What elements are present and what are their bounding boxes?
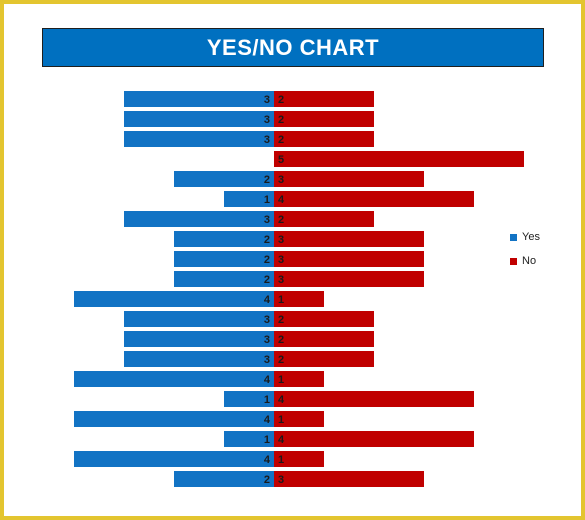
legend-swatch-yes: [510, 233, 517, 241]
bar-yes: [174, 251, 274, 267]
bar-yes: [174, 231, 274, 247]
bar-no: [274, 251, 424, 267]
bar-yes: [124, 111, 274, 127]
data-label-yes: 1: [264, 194, 270, 206]
bar-yes: [124, 131, 274, 147]
data-label-yes: 3: [264, 114, 270, 126]
bar-yes: [124, 351, 274, 367]
data-label-yes: 4: [264, 294, 271, 306]
data-label-no: 3: [278, 474, 284, 486]
bar-no: [274, 371, 324, 387]
bar-yes: [174, 471, 274, 487]
data-label-no: 2: [278, 314, 284, 326]
legend-item-no: No: [510, 255, 540, 267]
data-label-no: 2: [278, 114, 284, 126]
legend-swatch-no: [510, 257, 517, 265]
bar-no: [274, 431, 474, 447]
data-label-no: 1: [278, 414, 284, 426]
data-label-yes: 2: [264, 254, 270, 266]
data-label-no: 2: [278, 94, 284, 106]
bar-yes: [224, 391, 274, 407]
data-label-yes: 3: [264, 334, 270, 346]
bar-yes: [224, 431, 274, 447]
bar-yes: [124, 331, 274, 347]
bar-yes: [124, 311, 274, 327]
bar-yes: [174, 171, 274, 187]
bar-no: [274, 91, 374, 107]
data-label-yes: 2: [264, 174, 270, 186]
bar-no: [274, 271, 424, 287]
data-label-yes: 1: [264, 394, 270, 406]
data-label-no: 3: [278, 174, 284, 186]
bar-chart: 3 23 23 252 31 43 22 32 32 34 13 23 23 24 11 44 11 44 12 3: [74, 91, 524, 487]
bar-no: [274, 331, 374, 347]
title-band: YES/NO CHART: [42, 28, 544, 67]
bar-no: [274, 191, 474, 207]
bar-yes: [74, 411, 274, 427]
bar-no: [274, 451, 324, 467]
data-label-no: 4: [278, 394, 285, 406]
data-label-yes: 4: [264, 454, 271, 466]
data-label-no: 4: [278, 434, 285, 446]
bar-yes: [74, 451, 274, 467]
bar-no: [274, 211, 374, 227]
legend-item-yes: Yes: [510, 231, 540, 243]
data-label-no: 2: [278, 354, 284, 366]
legend: Yes No: [510, 231, 540, 279]
bar-yes: [124, 91, 274, 107]
bar-yes: [74, 371, 274, 387]
bar-yes: [74, 291, 274, 307]
bar-no: [274, 111, 374, 127]
bar-no: [274, 131, 374, 147]
data-label-yes: 1: [264, 434, 270, 446]
bar-no: [274, 291, 324, 307]
data-label-yes: 2: [264, 274, 270, 286]
data-label-no: 5: [278, 154, 284, 166]
data-label-no: 3: [278, 254, 284, 266]
bar-no: [274, 171, 424, 187]
data-label-no: 4: [278, 194, 285, 206]
chart-title: YES/NO CHART: [206, 34, 380, 60]
data-label-yes: 3: [264, 214, 270, 226]
bar-yes: [174, 271, 274, 287]
data-label-no: 2: [278, 214, 284, 226]
data-label-no: 1: [278, 294, 284, 306]
bar-no: [274, 351, 374, 367]
bar-no: [274, 471, 424, 487]
data-label-no: 1: [278, 374, 284, 386]
legend-label-yes: Yes: [522, 231, 540, 243]
bar-yes: [124, 211, 274, 227]
data-label-no: 3: [278, 274, 284, 286]
bar-no: [274, 391, 474, 407]
bar-yes: [224, 191, 274, 207]
data-label-yes: 3: [264, 354, 270, 366]
legend-label-no: No: [522, 255, 537, 267]
data-label-yes: 2: [264, 234, 270, 246]
data-label-yes: 2: [264, 474, 270, 486]
data-label-no: 2: [278, 134, 284, 146]
data-label-no: 3: [278, 234, 284, 246]
data-label-yes: 4: [264, 414, 271, 426]
bar-no: [274, 411, 324, 427]
bar-no: [274, 151, 524, 167]
bar-no: [274, 311, 374, 327]
data-label-yes: 3: [264, 94, 270, 106]
data-label-no: 2: [278, 334, 284, 346]
data-label-no: 1: [278, 454, 284, 466]
bar-no: [274, 231, 424, 247]
data-label-yes: 3: [264, 134, 270, 146]
data-label-yes: 3: [264, 314, 270, 326]
data-label-yes: 4: [264, 374, 271, 386]
